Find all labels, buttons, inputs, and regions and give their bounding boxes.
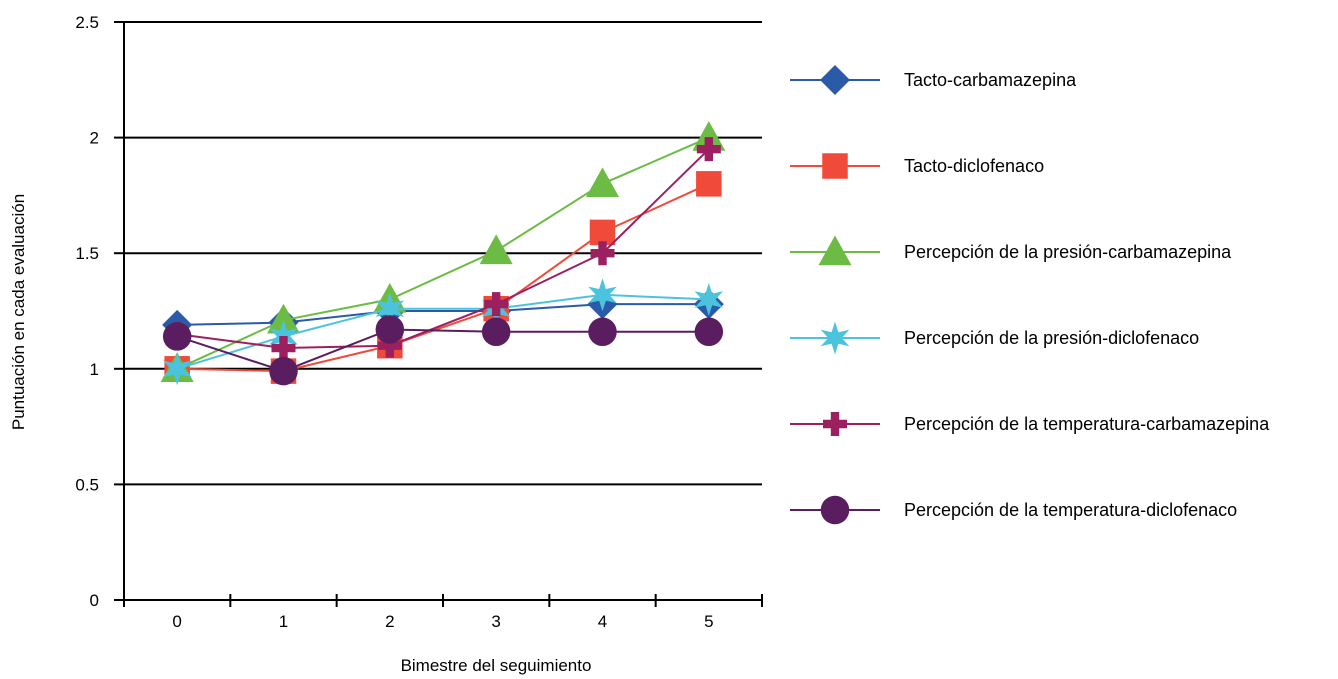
y-tick-label: 1.5 (75, 244, 99, 263)
legend-marker (820, 495, 850, 525)
legend-marker (820, 65, 850, 95)
x-axis-title: Bimestre del seguimiento (401, 656, 592, 675)
data-point (696, 137, 721, 162)
data-point (484, 292, 509, 317)
legend-label: Percepción de la temperatura-diclofenaco (904, 500, 1237, 520)
legend-item: Percepción de la temperatura-carbamazepi… (790, 412, 1270, 436)
legend-marker (820, 321, 850, 355)
y-tick-label: 2 (90, 129, 99, 148)
data-point (694, 282, 724, 316)
legend-item: Tacto-diclofenaco (790, 153, 1044, 179)
legend-label: Percepción de la presión-carbamazepina (904, 242, 1232, 262)
x-tick-label: 0 (172, 612, 181, 631)
y-tick-label: 1 (90, 360, 99, 379)
data-point (269, 356, 298, 386)
x-tick-label: 5 (704, 612, 713, 631)
series-line (177, 148, 710, 350)
data-point (162, 352, 192, 386)
legend: Tacto-carbamazepina Tacto-diclofenaco Perc… (790, 65, 1270, 525)
series-6 (162, 315, 724, 386)
legend-item: Tacto-carbamazepina (790, 65, 1077, 95)
data-point (694, 317, 724, 347)
data-point (375, 315, 405, 344)
x-tick-label: 1 (279, 612, 288, 631)
data-point (692, 121, 726, 151)
series-line (176, 328, 709, 373)
data-point (696, 171, 722, 197)
data-point (377, 333, 402, 358)
data-point (375, 292, 405, 326)
legend-marker (822, 153, 848, 179)
legend-item: Percepción de la temperatura-diclofenaco (790, 495, 1237, 525)
data-point (479, 234, 513, 265)
legend-marker (823, 412, 847, 436)
y-tick-label: 0.5 (75, 475, 99, 494)
data-point (162, 322, 192, 351)
y-tick-label: 2.5 (75, 13, 99, 32)
legend-label: Percepción de la presión-diclofenaco (904, 328, 1199, 348)
series-line (177, 182, 710, 373)
legend-marker (818, 235, 852, 266)
y-tick-label: 0 (90, 591, 99, 610)
legend-item: Percepción de la presión-diclofenaco (790, 321, 1199, 355)
series-line (177, 303, 709, 326)
axes: 0 0.5 1 1.5 2 2.5 0 1 2 3 4 5 (75, 13, 763, 631)
data-point (588, 278, 617, 312)
series-2 (164, 171, 722, 384)
legend-label: Percepción de la temperatura-carbamazepi… (904, 414, 1270, 434)
data-point (588, 317, 617, 347)
y-axis-title: Puntuación en cada evaluación (9, 194, 28, 430)
series-lines (160, 121, 726, 386)
series-line (176, 136, 710, 370)
x-tick-label: 2 (385, 612, 394, 631)
legend-label: Tacto-diclofenaco (904, 156, 1044, 176)
series-line (176, 293, 709, 370)
data-point (481, 317, 511, 347)
data-point (271, 335, 296, 360)
data-point (589, 219, 616, 246)
x-tick-label: 4 (598, 612, 607, 631)
gridlines (124, 21, 762, 486)
data-point (590, 241, 615, 266)
data-point (267, 303, 300, 334)
data-point (586, 167, 619, 198)
legend-label: Tacto-carbamazepina (904, 70, 1077, 90)
legend-item: Percepción de la presión-carbamazepina (790, 235, 1232, 266)
x-tick-label: 3 (491, 612, 500, 631)
